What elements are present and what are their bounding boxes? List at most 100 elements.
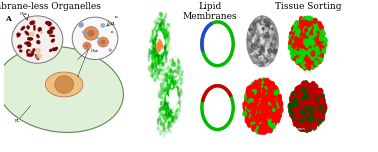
Circle shape — [293, 54, 296, 58]
Circle shape — [247, 94, 249, 96]
Circle shape — [291, 112, 295, 118]
Circle shape — [166, 35, 167, 39]
Circle shape — [261, 34, 263, 37]
Circle shape — [273, 101, 277, 106]
Circle shape — [307, 92, 310, 97]
Circle shape — [297, 94, 301, 98]
Circle shape — [270, 38, 271, 41]
Circle shape — [255, 125, 257, 127]
Circle shape — [315, 111, 319, 117]
Circle shape — [254, 97, 256, 99]
Circle shape — [311, 40, 313, 43]
Circle shape — [169, 97, 170, 98]
Circle shape — [248, 92, 250, 95]
Circle shape — [175, 102, 176, 105]
Circle shape — [301, 106, 302, 109]
Circle shape — [307, 120, 310, 124]
Circle shape — [310, 48, 313, 53]
Circle shape — [261, 56, 264, 60]
Circle shape — [321, 115, 324, 119]
Circle shape — [323, 43, 324, 45]
Circle shape — [151, 68, 152, 70]
Circle shape — [254, 95, 257, 100]
Circle shape — [260, 82, 262, 85]
Circle shape — [303, 34, 306, 38]
Circle shape — [312, 33, 314, 36]
Circle shape — [260, 111, 264, 117]
Circle shape — [294, 52, 296, 54]
Circle shape — [176, 91, 177, 94]
Circle shape — [300, 90, 302, 94]
Circle shape — [160, 43, 161, 46]
Circle shape — [260, 61, 263, 65]
Circle shape — [172, 95, 173, 98]
Circle shape — [262, 88, 266, 93]
Circle shape — [297, 28, 299, 30]
Circle shape — [251, 32, 254, 36]
Circle shape — [266, 50, 268, 52]
Circle shape — [313, 43, 314, 45]
Circle shape — [296, 119, 298, 123]
Circle shape — [160, 44, 162, 48]
Circle shape — [178, 68, 180, 72]
Circle shape — [294, 107, 298, 113]
Circle shape — [298, 98, 301, 101]
Circle shape — [180, 88, 181, 90]
Circle shape — [293, 119, 294, 122]
Circle shape — [167, 107, 169, 111]
Circle shape — [263, 30, 265, 32]
Circle shape — [311, 90, 313, 93]
Circle shape — [166, 24, 167, 26]
Circle shape — [161, 45, 162, 46]
Circle shape — [308, 113, 311, 117]
Circle shape — [263, 31, 265, 34]
Circle shape — [291, 52, 292, 54]
Circle shape — [168, 24, 169, 26]
Circle shape — [166, 104, 167, 107]
Circle shape — [180, 82, 181, 84]
Circle shape — [259, 56, 262, 59]
Circle shape — [250, 102, 251, 104]
Circle shape — [296, 92, 299, 96]
Circle shape — [315, 88, 318, 92]
Circle shape — [174, 77, 175, 78]
Circle shape — [263, 81, 266, 85]
Circle shape — [164, 102, 165, 105]
Circle shape — [314, 24, 317, 28]
Circle shape — [300, 109, 301, 112]
Circle shape — [158, 38, 159, 40]
Circle shape — [274, 118, 276, 120]
Circle shape — [257, 36, 261, 41]
Circle shape — [174, 116, 175, 117]
Circle shape — [315, 28, 318, 32]
Circle shape — [161, 49, 163, 53]
Circle shape — [295, 91, 298, 95]
Circle shape — [259, 79, 261, 82]
Circle shape — [308, 55, 311, 59]
Circle shape — [305, 84, 308, 89]
Circle shape — [157, 54, 159, 58]
Circle shape — [155, 20, 157, 24]
Circle shape — [321, 41, 324, 46]
Circle shape — [295, 39, 298, 43]
Circle shape — [262, 33, 266, 38]
Circle shape — [166, 52, 167, 56]
Circle shape — [175, 95, 176, 98]
Circle shape — [302, 59, 305, 65]
Circle shape — [248, 114, 251, 119]
Circle shape — [150, 70, 151, 72]
Circle shape — [254, 52, 257, 56]
Circle shape — [273, 86, 276, 90]
Circle shape — [265, 86, 266, 89]
Circle shape — [156, 33, 158, 37]
Circle shape — [155, 60, 156, 61]
Circle shape — [161, 109, 162, 111]
Circle shape — [158, 50, 159, 52]
Circle shape — [243, 105, 246, 108]
Circle shape — [263, 115, 267, 120]
Circle shape — [302, 45, 305, 49]
Circle shape — [257, 36, 260, 39]
Circle shape — [260, 98, 263, 102]
Circle shape — [262, 21, 265, 25]
Circle shape — [264, 82, 266, 85]
